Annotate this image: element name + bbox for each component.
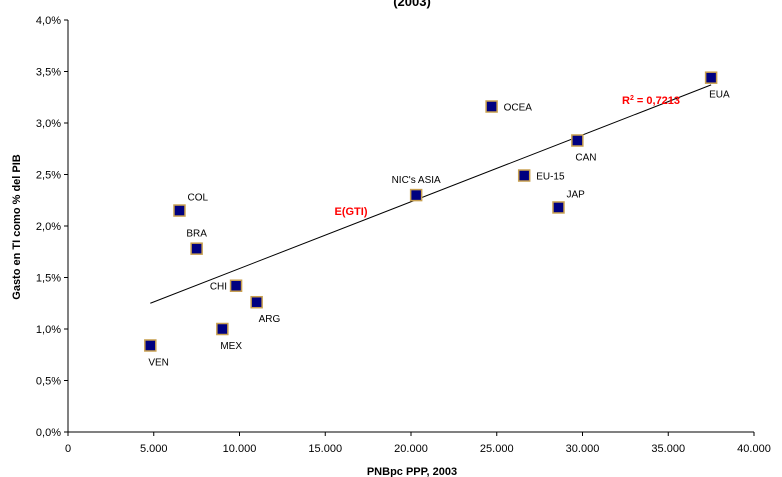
point-label: NIC's ASIA — [392, 175, 441, 186]
y-tick-label: 0,0% — [36, 427, 61, 439]
data-point — [571, 134, 584, 147]
y-axis-ticks: 0,0% 0,5% 1,0% 1,5% 2,0% 2,5% 3,0% 3,5% 4,0% — [36, 15, 68, 439]
data-point — [409, 188, 423, 202]
y-tick-label: 4,0% — [36, 15, 61, 27]
y-axis-title: Gasto en TI como % del PIB — [11, 154, 23, 300]
y-tick-label: 0,5% — [36, 376, 61, 388]
y-tick-label: 2,5% — [36, 170, 61, 182]
x-tick-label: 5.000 — [140, 443, 168, 455]
point-label: VEN — [148, 357, 169, 368]
x-tick-label: 25.000 — [480, 443, 514, 455]
y-tick-label: 1,5% — [36, 273, 61, 285]
chart-title: (2003) — [393, 0, 431, 9]
data-points: VEN COL BRA MEX CHI ARG NIC's ASIA OCEA EU-15JAP… — [144, 71, 730, 368]
point-label: CAN — [575, 153, 596, 164]
trendline — [150, 84, 712, 304]
x-tick-label: 10.000 — [223, 443, 257, 455]
data-point — [250, 295, 263, 309]
data-point — [229, 279, 243, 292]
y-tick-label: 2,0% — [36, 221, 61, 233]
x-axis-title: PNBpc PPP, 2003 — [367, 466, 457, 477]
data-point — [144, 339, 157, 352]
y-tick-label: 1,0% — [36, 324, 61, 336]
egti-annotation: E(GTI) — [335, 206, 368, 218]
point-label: COL — [187, 193, 208, 204]
point-label: EU-15 — [536, 172, 565, 183]
data-point — [216, 322, 229, 336]
data-point — [173, 204, 186, 217]
data-point — [704, 71, 718, 84]
x-tick-label: 35.000 — [651, 443, 685, 455]
point-label: CHI — [210, 282, 227, 293]
point-label: JAP — [566, 189, 585, 200]
x-tick-label: 15.000 — [308, 443, 342, 455]
data-point — [190, 242, 203, 255]
point-label: BRA — [186, 229, 207, 240]
x-tick-label: 30.000 — [566, 443, 600, 455]
y-tick-label: 3,0% — [36, 118, 61, 130]
data-point — [485, 100, 498, 113]
point-label: OCEA — [504, 103, 533, 114]
r-squared-label: R2 = 0,7213 — [622, 95, 680, 107]
data-point — [517, 169, 531, 182]
data-point — [552, 201, 565, 214]
point-label: EUA — [709, 90, 730, 101]
point-label: ARG — [259, 314, 281, 325]
y-tick-label: 3,5% — [36, 67, 61, 79]
x-tick-label: 0 — [65, 443, 71, 455]
x-tick-label: 20.000 — [394, 443, 428, 455]
x-axis-ticks: 0 5.000 10.000 15.000 20.000 25.000 30.000 35.0… — [65, 432, 771, 455]
point-label: MEX — [220, 341, 242, 352]
x-tick-label: 40.000 — [737, 443, 771, 455]
